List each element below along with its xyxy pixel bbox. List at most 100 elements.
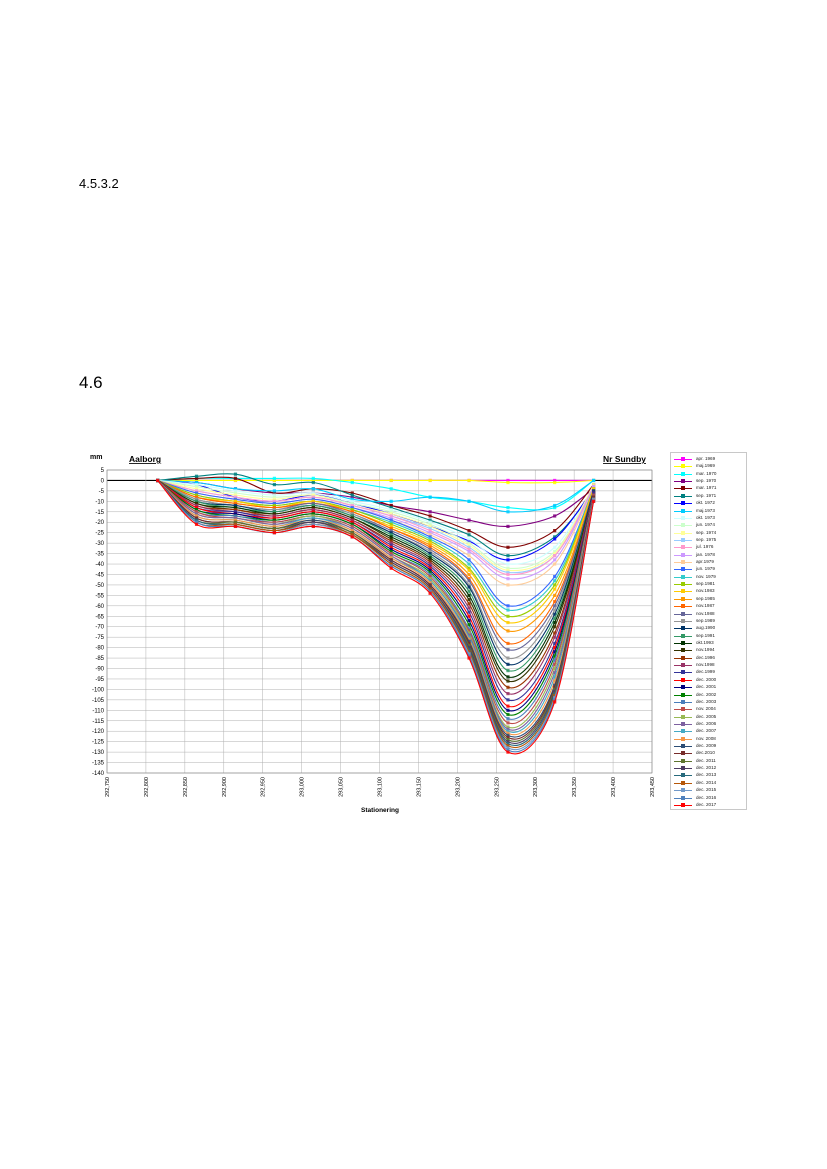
- section-number-46: 4.6: [79, 373, 103, 392]
- legend-label: mar. 1971: [696, 485, 717, 491]
- legend-swatch-marker: [681, 537, 685, 542]
- series-point: [592, 499, 596, 503]
- series-point: [506, 729, 510, 733]
- series-point: [428, 560, 432, 564]
- series-point: [350, 526, 354, 531]
- series-line: [157, 479, 595, 565]
- series-point: [389, 543, 393, 547]
- series-point: [506, 704, 510, 708]
- series-point: [233, 501, 238, 506]
- series-point: [272, 512, 276, 516]
- legend-item: nov.1994: [674, 647, 746, 654]
- legend-label: dec.2010: [696, 750, 715, 756]
- series-point: [350, 495, 354, 499]
- y-tick-label: -45: [95, 572, 104, 578]
- legend-item: apr.1979: [674, 559, 746, 566]
- y-tick-label: -110: [92, 708, 104, 714]
- series-point: [467, 537, 471, 541]
- series-point: [194, 503, 199, 508]
- legend-item: sep. 1970: [674, 478, 746, 485]
- y-tick-label: -30: [95, 541, 104, 547]
- series-point: [467, 618, 471, 623]
- x-tick-label: 293,100: [378, 777, 384, 797]
- series-point: [467, 583, 471, 587]
- series-point: [506, 648, 510, 652]
- legend-label: mar. 1970: [696, 470, 717, 476]
- series-point: [506, 641, 510, 646]
- series-point: [553, 549, 557, 554]
- y-tick-label: -115: [92, 719, 104, 725]
- series-point: [553, 662, 557, 666]
- legend-item: maj.1973: [674, 508, 746, 515]
- series-point: [467, 637, 471, 641]
- series-point: [506, 685, 510, 689]
- series-point: [467, 656, 471, 660]
- series-point: [194, 501, 199, 506]
- series-point: [389, 562, 393, 566]
- series-point: [506, 746, 510, 750]
- series-point: [467, 633, 471, 637]
- series-point: [194, 489, 199, 493]
- y-tick-label: -100: [92, 687, 105, 693]
- series-point: [350, 501, 354, 506]
- series-point: [467, 597, 471, 602]
- series-point: [311, 495, 315, 499]
- series-point: [272, 526, 276, 531]
- series-point: [553, 545, 557, 549]
- series-point: [428, 518, 432, 522]
- series-point: [389, 506, 393, 510]
- series-point: [272, 522, 276, 526]
- series-point: [553, 698, 557, 702]
- series-point: [272, 531, 276, 535]
- legend-label: dec. 2014: [696, 779, 717, 785]
- legend-swatch-marker: [681, 677, 685, 682]
- series-point: [389, 533, 393, 537]
- series-point: [506, 735, 510, 740]
- legend-label: jul. 1976: [696, 544, 714, 550]
- series-point: [467, 643, 471, 648]
- series-point: [389, 499, 393, 503]
- series-point: [350, 493, 354, 497]
- series-point: [311, 520, 315, 524]
- series-point: [553, 679, 557, 683]
- legend-item: dec.2010: [674, 750, 746, 757]
- series-point: [272, 524, 276, 529]
- series-point: [389, 508, 393, 512]
- series-point: [467, 602, 471, 606]
- legend-swatch-marker: [681, 501, 685, 506]
- series-point: [553, 675, 557, 679]
- legend-swatch-marker: [681, 523, 685, 528]
- legend-item: dec. 2017: [674, 802, 746, 809]
- legend-swatch-marker: [681, 574, 685, 579]
- series-point: [272, 520, 276, 524]
- legend-swatch-marker: [681, 545, 685, 550]
- legend-swatch-marker: [681, 692, 685, 697]
- series-point: [506, 727, 510, 731]
- series-point: [553, 537, 557, 541]
- series-point: [194, 512, 199, 516]
- series-point: [272, 518, 276, 522]
- series-point: [311, 503, 315, 508]
- legend-label: nov.1998: [696, 662, 715, 668]
- series-point: [233, 522, 238, 526]
- series-point: [467, 543, 471, 547]
- series-point: [233, 510, 238, 514]
- series-point: [506, 524, 510, 529]
- series-point: [233, 497, 238, 501]
- series-point: [467, 518, 471, 522]
- series-point: [350, 522, 354, 526]
- series-point: [389, 545, 393, 549]
- series-point: [389, 551, 393, 556]
- legend-item: nov.1988: [674, 611, 746, 618]
- series-point: [428, 537, 432, 541]
- legend-label: okt.1993: [696, 640, 714, 645]
- series-point: [272, 514, 276, 518]
- series-point: [233, 493, 238, 497]
- series-point: [506, 712, 510, 717]
- series-point: [233, 524, 238, 529]
- series-point: [194, 510, 199, 514]
- series-point: [272, 506, 276, 510]
- series-point: [389, 522, 393, 526]
- series-point: [553, 514, 557, 518]
- series-point: [389, 514, 393, 518]
